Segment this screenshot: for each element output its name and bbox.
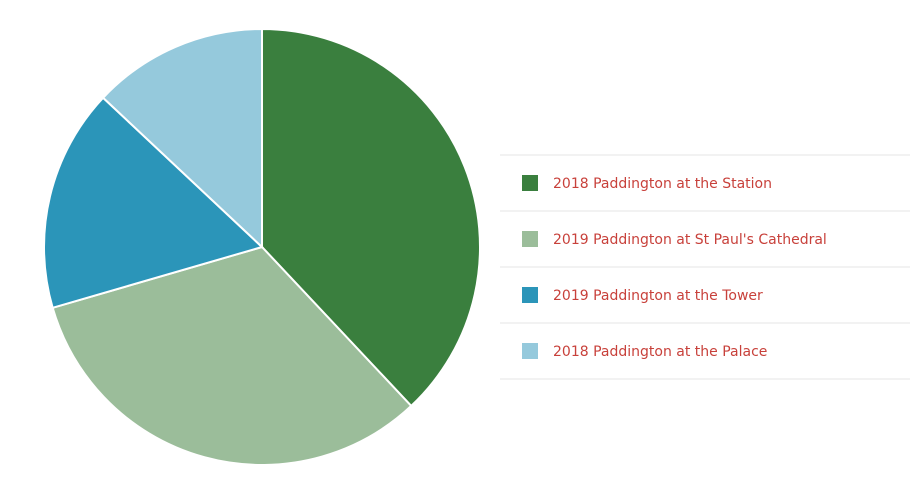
pie-slice[interactable] [51, 245, 413, 466]
pie-slice[interactable] [101, 27, 263, 250]
pie-slice[interactable] [43, 96, 264, 310]
legend-swatch[interactable] [522, 175, 538, 191]
legend-swatch[interactable] [522, 287, 538, 303]
legend-label[interactable]: 2018 Paddington at the Station [553, 176, 772, 192]
legend-label[interactable]: 2019 Paddington at St Paul's Cathedral [553, 232, 827, 248]
legend-swatch[interactable] [522, 231, 538, 247]
pie-slice[interactable] [261, 27, 481, 408]
legend-label[interactable]: 2018 Paddington at the Palace [553, 344, 767, 360]
legend-swatch[interactable] [522, 343, 538, 359]
legend-label[interactable]: 2019 Paddington at the Tower [553, 288, 763, 304]
